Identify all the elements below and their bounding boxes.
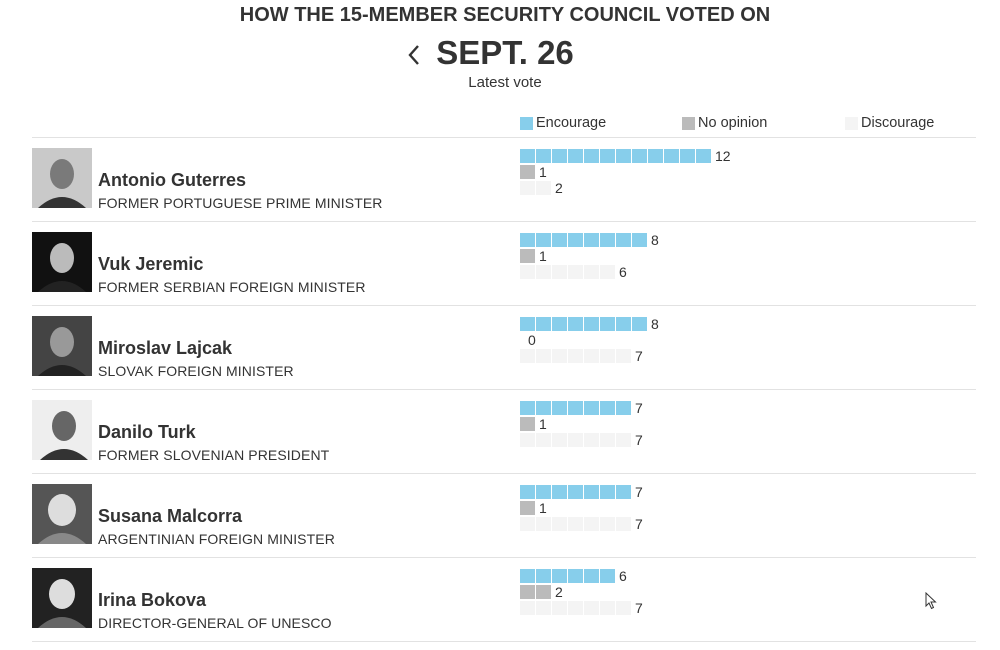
legend-label-discourage: Discourage <box>861 115 935 131</box>
candidate-description: FORMER SERBIAN FOREIGN MINISTER <box>98 279 366 295</box>
candidate-description: SLOVAK FOREIGN MINISTER <box>98 363 294 379</box>
candidate-row: Vuk Jeremic FORMER SERBIAN FOREIGN MINIS… <box>32 222 976 306</box>
legend-discourage: Discourage <box>845 114 934 132</box>
candidate-description: DIRECTOR-GENERAL OF UNESCO <box>98 615 332 631</box>
legend-label-encourage: Encourage <box>536 115 607 131</box>
divider <box>32 137 976 138</box>
previous-vote-button[interactable] <box>400 38 428 72</box>
divider <box>32 221 976 222</box>
legend-no-opinion: No opinion <box>682 114 767 132</box>
candidate-photo <box>32 484 92 544</box>
chevron-left-icon <box>408 45 419 65</box>
divider <box>32 473 976 474</box>
divider <box>32 305 976 306</box>
candidate-description: ARGENTINIAN FOREIGN MINISTER <box>98 531 335 547</box>
legend-label-no-opinion: No opinion <box>698 115 768 131</box>
candidate-photo <box>32 148 92 208</box>
mouse-pointer-icon <box>925 591 937 615</box>
candidate-description: FORMER SLOVENIAN PRESIDENT <box>98 447 330 463</box>
chart-title: HOW THE 15-MEMBER SECURITY COUNCIL VOTED… <box>239 4 771 26</box>
candidate-photo <box>32 568 92 628</box>
legend-encourage: Encourage <box>520 114 606 132</box>
candidate-name: Susana Malcorra <box>98 506 243 526</box>
divider <box>32 389 976 390</box>
candidate-photo <box>32 400 92 460</box>
divider <box>32 641 976 642</box>
candidate-name: Miroslav Lajcak <box>98 338 233 358</box>
candidate-description: FORMER PORTUGUESE PRIME MINISTER <box>98 195 383 211</box>
candidate-name: Danilo Turk <box>98 422 196 442</box>
candidate-photo <box>32 316 92 376</box>
candidate-row: Susana Malcorra ARGENTINIAN FOREIGN MINI… <box>32 474 976 558</box>
legend-swatch-encourage <box>520 116 533 130</box>
vote-subtitle: Latest vote <box>468 74 542 91</box>
candidate-photo <box>32 232 92 292</box>
legend-swatch-discourage <box>845 116 858 130</box>
candidate-name: Vuk Jeremic <box>98 254 204 274</box>
vote-date-row: SEPT. 26 <box>0 34 1000 72</box>
candidate-name: Antonio Guterres <box>98 170 247 190</box>
legend-swatch-no-opinion <box>682 116 695 130</box>
divider <box>32 557 976 558</box>
candidate-row: Irina Bokova DIRECTOR-GENERAL OF UNESCO <box>32 558 976 642</box>
candidate-name: Irina Bokova <box>98 590 207 610</box>
vote-date: SEPT. 26 <box>436 34 574 71</box>
candidate-row: Danilo Turk FORMER SLOVENIAN PRESIDENT <box>32 390 976 474</box>
candidate-row: Antonio Guterres FORMER PORTUGUESE PRIME… <box>32 138 976 222</box>
candidate-row: Miroslav Lajcak SLOVAK FOREIGN MINISTER <box>32 306 976 390</box>
